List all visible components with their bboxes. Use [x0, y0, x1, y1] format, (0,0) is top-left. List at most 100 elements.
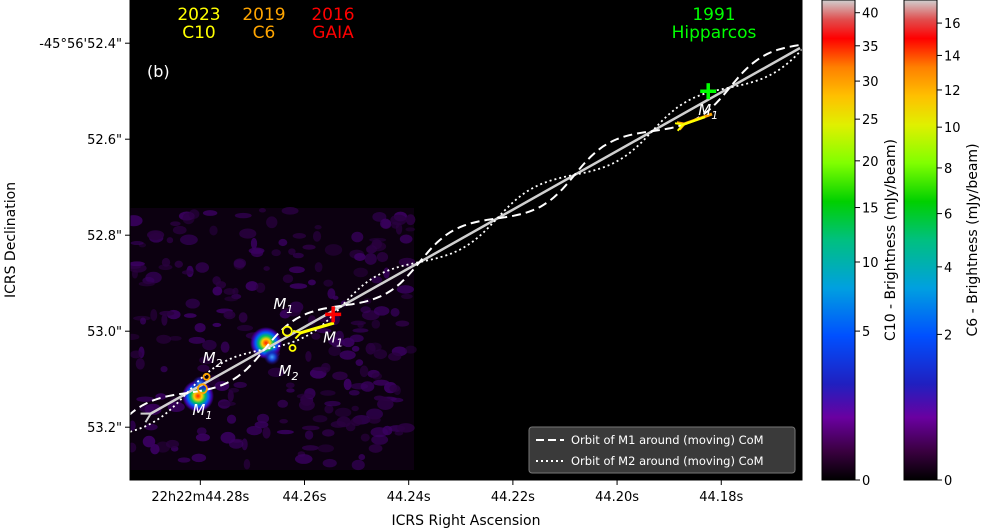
noise-speckle [150, 308, 158, 321]
noise-speckle [288, 248, 296, 255]
noise-speckle [188, 336, 206, 344]
noise-speckle [328, 345, 341, 357]
noise-speckle [349, 334, 364, 343]
y-tick-label: 52.8" [87, 229, 122, 244]
noise-speckle [334, 407, 352, 418]
noise-speckle [144, 423, 158, 431]
y-tick-label: 53.2" [87, 421, 122, 436]
noise-speckle [352, 328, 369, 333]
noise-speckle [254, 421, 269, 429]
noise-speckle [302, 244, 316, 250]
noise-speckle [371, 434, 389, 445]
motion-arrow-hipparcos-2 [682, 115, 706, 125]
noise-speckle [371, 319, 381, 329]
blob-m2-c10 [264, 349, 280, 365]
noise-speckle [145, 271, 162, 284]
noise-speckle [181, 270, 194, 275]
noise-speckle [130, 263, 147, 273]
noise-speckle [212, 276, 221, 285]
x-axis-ticks: 22h22m44.28s 44.26s 44.24s 44.22s 44.20s 44.1… [151, 0, 743, 505]
noise-speckle [236, 324, 254, 332]
colorbar-tick-label: 8 [944, 162, 952, 177]
noise-speckle [224, 296, 239, 302]
noise-speckle [144, 403, 162, 416]
noise-speckle [170, 221, 181, 227]
noise-speckle [263, 266, 270, 271]
noise-speckle [250, 237, 258, 250]
colorbar-c6-label: C6 - Brightness (mJy/beam) [965, 143, 981, 336]
noise-speckle [390, 308, 400, 317]
noise-speckle [199, 356, 214, 365]
noise-speckle [305, 350, 312, 362]
noise-speckle [142, 435, 156, 448]
noise-speckle [202, 210, 218, 216]
noise-speckle [348, 389, 360, 396]
noise-speckle [278, 238, 288, 247]
noise-speckle [243, 458, 251, 470]
noise-speckle [332, 371, 348, 381]
motion-arrow-gaia [300, 321, 335, 333]
noise-speckle [311, 332, 321, 340]
noise-speckle [294, 454, 313, 464]
x-tick-label: 44.20s [595, 490, 639, 505]
marker-m2-c6 [202, 372, 211, 381]
noise-speckle [351, 405, 359, 412]
noise-speckle [368, 342, 382, 352]
noise-speckle [360, 433, 370, 442]
colorbar-c10: 0 5 10 15 20 25 30 35 40 C10 - Brightness (mJy/b… [821, 0, 899, 489]
marker-m2-c10 [288, 344, 297, 352]
noise-speckle [388, 352, 402, 361]
noise-speckle [226, 414, 237, 424]
noise-speckle [196, 427, 207, 436]
colorbar-tick-label: 25 [862, 113, 879, 128]
x-tick-label: 44.22s [491, 490, 535, 505]
noise-speckle [165, 439, 180, 449]
noise-speckle [234, 212, 252, 219]
noise-speckle [220, 341, 230, 353]
noise-speckle [248, 247, 265, 254]
noise-speckle [172, 225, 187, 235]
colorbar-tick-label: 0 [944, 474, 952, 489]
noise-speckle [267, 367, 285, 377]
noise-speckle [401, 293, 413, 299]
noise-speckle [323, 279, 334, 287]
noise-speckle [354, 252, 366, 261]
noise-speckle [314, 225, 322, 230]
colorbar-tick-label: 40 [862, 7, 879, 22]
noise-speckle [239, 228, 257, 239]
noise-speckle [212, 286, 223, 296]
noise-speckle [372, 211, 387, 222]
noise-speckle [146, 230, 165, 240]
noise-speckle [223, 288, 236, 295]
epoch-2023-year: 2023 [177, 5, 220, 25]
noise-speckle [279, 418, 288, 424]
x-tick-label: 22h22m44.28s [151, 490, 249, 505]
noise-speckle [359, 365, 369, 378]
noise-speckle [328, 337, 343, 346]
colorbar-tick-label: 14 [944, 49, 961, 64]
colorbar-c10-label: C10 - Brightness (mJy/beam) [883, 139, 899, 341]
noise-speckle [312, 230, 322, 242]
noise-speckle [185, 298, 200, 309]
noise-speckle [130, 215, 143, 227]
noise-speckle [202, 339, 217, 351]
noise-speckle [302, 425, 320, 431]
noise-speckle [130, 240, 144, 246]
noise-speckle [277, 399, 289, 408]
noise-speckle [371, 372, 382, 380]
noise-speckle [304, 430, 314, 440]
colorbar-tick-label: 5 [862, 325, 870, 340]
noise-speckle [322, 429, 335, 437]
noise-speckle [371, 276, 383, 284]
noise-speckle [160, 365, 168, 373]
noise-speckle [315, 328, 332, 334]
colorbar-tick-label: 10 [862, 256, 879, 271]
noise-speckle [233, 381, 247, 388]
noise-speckle [169, 335, 182, 341]
colorbar-tick-label: 20 [862, 155, 879, 170]
noise-speckle [130, 420, 136, 431]
noise-speckle [167, 402, 185, 412]
epoch-labels: 2023 C10 2019 C6 2016 GAIA 1991 Hipparco… [177, 5, 756, 43]
image-noise [130, 207, 417, 471]
